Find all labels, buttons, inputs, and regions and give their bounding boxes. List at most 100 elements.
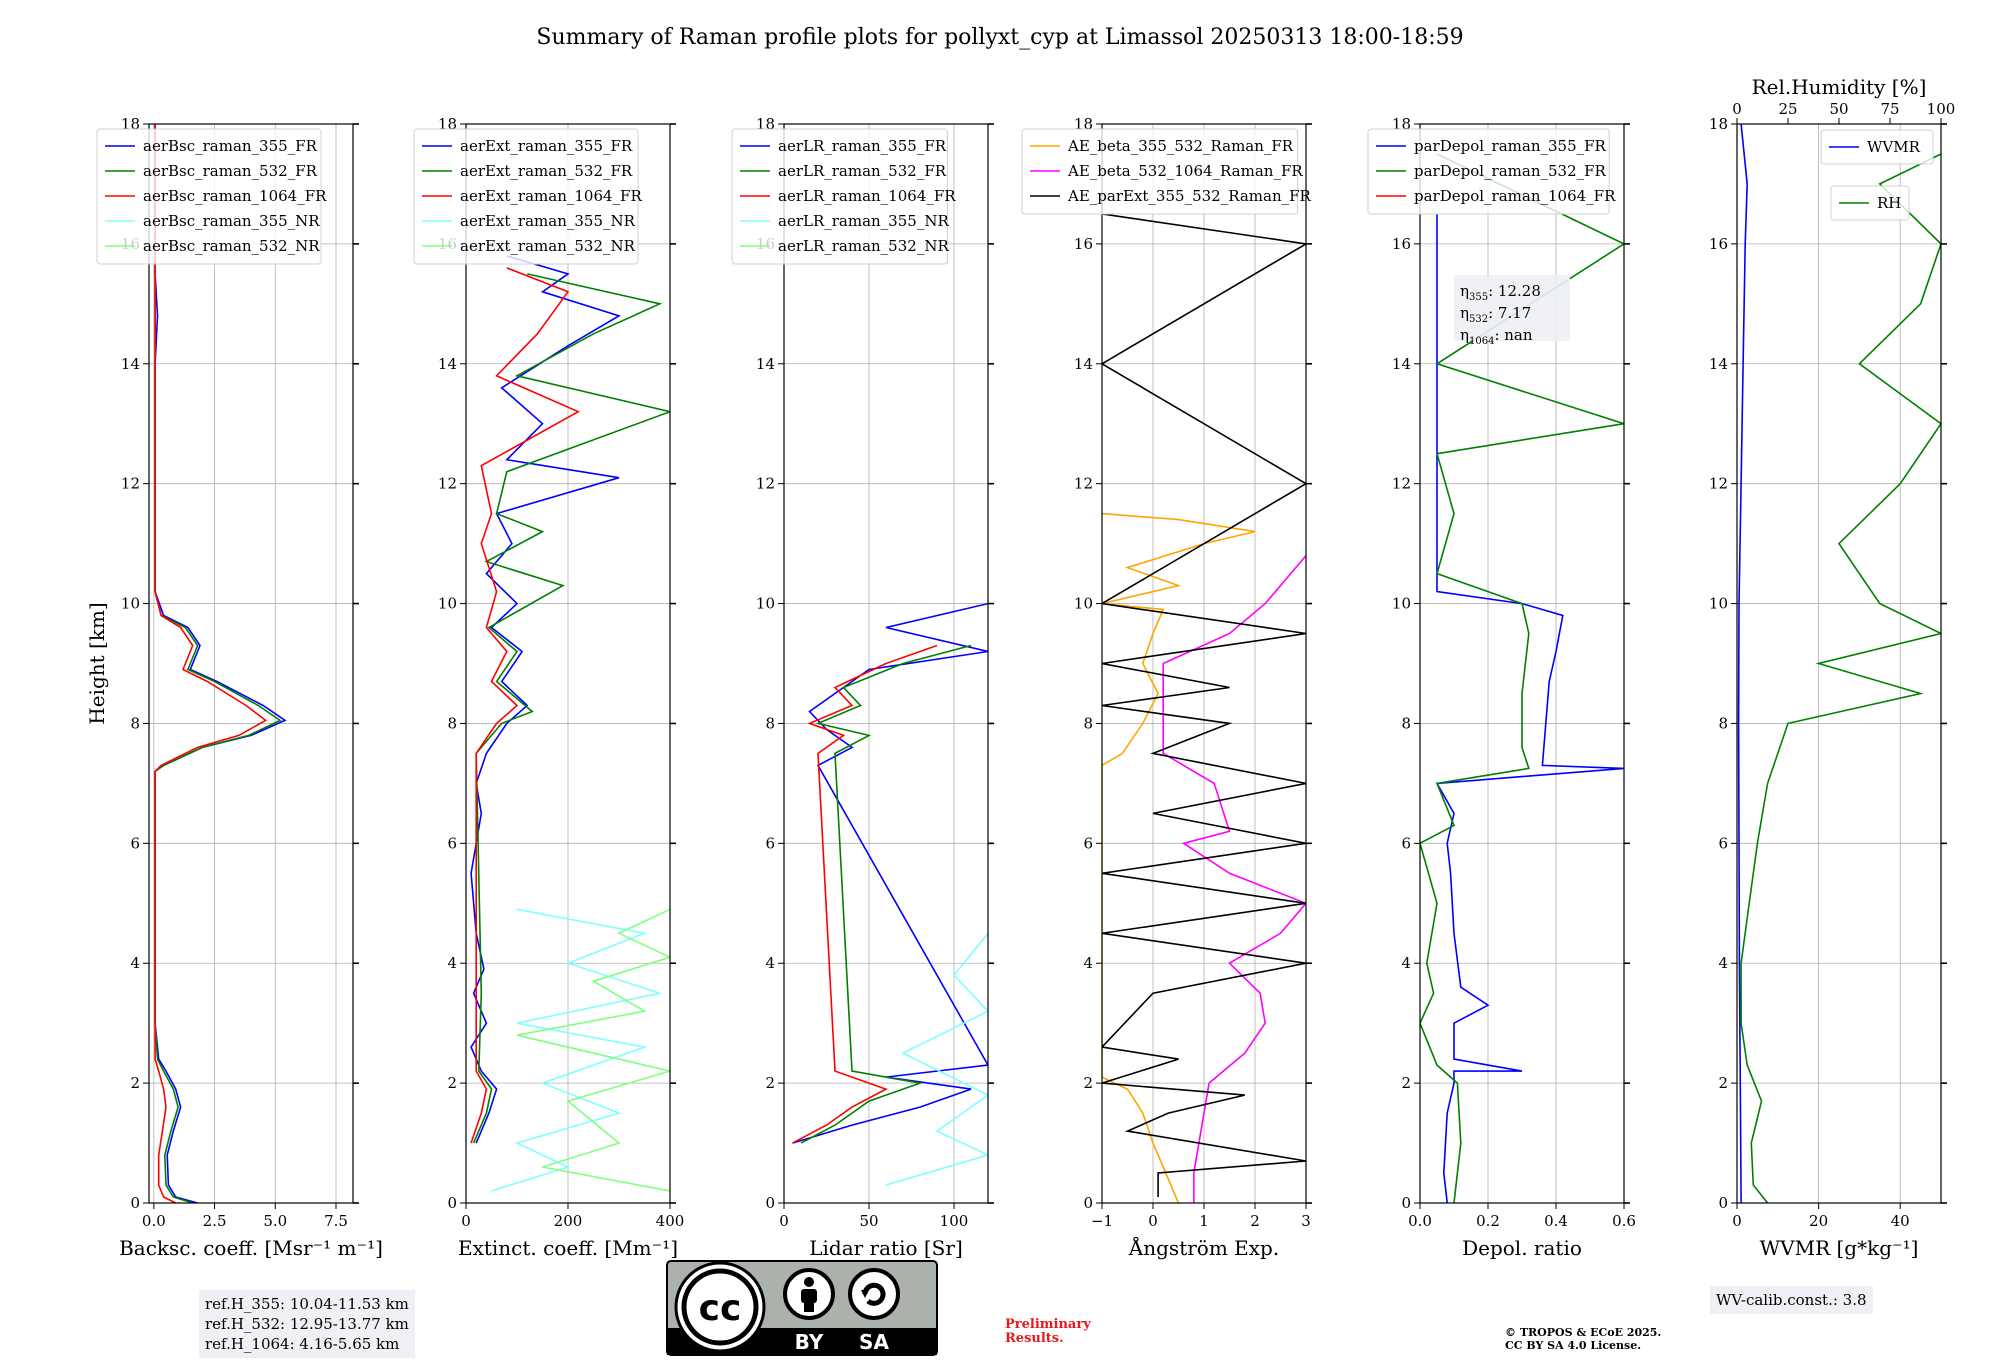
legend-label: parDepol_raman_532_FR — [1414, 162, 1607, 180]
legend-label: aerBsc_raman_355_NR — [143, 212, 320, 230]
x-tick-label: 0.6 — [1612, 1212, 1636, 1230]
y-tick-label: 6 — [765, 834, 775, 852]
y-tick-label: 6 — [1083, 834, 1093, 852]
series-line-WVMR — [1737, 124, 1749, 1203]
panel-frame — [148, 123, 354, 1204]
legend-box — [1021, 128, 1299, 215]
x-tick-label: 0 — [1732, 1212, 1742, 1230]
y-tick-label: 6 — [1718, 834, 1728, 852]
copyright-note: © TROPOS & ECoE 2025. CC BY SA 4.0 Licen… — [1505, 1326, 1661, 1352]
y-tick-label: 16 — [1392, 235, 1411, 253]
eta-box — [1454, 275, 1570, 341]
wv-calib-box: WV-calib.const.: 3.8 — [1710, 1286, 1873, 1314]
x-tick-label: 2.5 — [203, 1212, 227, 1230]
legend-label: parDepol_raman_355_FR — [1414, 137, 1607, 155]
series-group — [470, 255, 670, 1192]
cc-by-sa-badge: cc BY SA — [666, 1260, 938, 1356]
legend-label: aerLR_raman_1064_FR — [778, 187, 956, 205]
legend-box — [1830, 185, 1910, 221]
x-tick-label: −1 — [1091, 1212, 1113, 1230]
y-tick-label: 0 — [1718, 1194, 1728, 1212]
x-tick-label: 0.4 — [1544, 1212, 1568, 1230]
x2-tick-label: 25 — [1778, 100, 1797, 118]
series-line-aerExt_raman_355_FR — [470, 255, 621, 1144]
legend-box — [1820, 129, 1934, 165]
series-group — [1737, 124, 1941, 1203]
x-tick-label: 0.2 — [1476, 1212, 1500, 1230]
series-line-aerBsc_raman_355_FR — [154, 124, 287, 1203]
y-tick-label: 16 — [1074, 235, 1093, 253]
y-tick-label: 12 — [756, 475, 775, 493]
x-axis-label: Backsc. coeff. [Msr⁻¹ m⁻¹] — [119, 1236, 383, 1260]
x-tick-label: 0 — [461, 1212, 471, 1230]
y-tick-label: 16 — [1709, 235, 1728, 253]
legend-box — [96, 128, 322, 265]
x-tick-label: 20 — [1809, 1212, 1828, 1230]
sa-share-alike-icon — [848, 1268, 900, 1320]
legend-label: aerExt_raman_532_FR — [460, 162, 633, 180]
wv-calib-text: WV-calib.const.: 3.8 — [1716, 1291, 1867, 1309]
series-line-aerBsc_raman_1064_FR — [154, 124, 268, 1203]
legend-label: parDepol_raman_1064_FR — [1414, 187, 1616, 205]
y-tick-label: 4 — [447, 954, 457, 972]
series-line-AE_beta_532_1064_Raman_FR — [1162, 555, 1306, 1203]
series-line-aerLR_raman_1064_FR — [792, 644, 938, 1144]
legend-label: AE_beta_355_532_Raman_FR — [1067, 137, 1294, 155]
x-tick-label: 0.0 — [1408, 1212, 1432, 1230]
y-tick-label: 0 — [130, 1194, 140, 1212]
x-tick-label: 2 — [1250, 1212, 1260, 1230]
series-group — [154, 124, 287, 1203]
preliminary-note: Preliminary Results. — [1005, 1318, 1091, 1346]
series-line-aerLR_raman_355_FR — [792, 602, 988, 1144]
x-tick-label: 7.5 — [324, 1212, 348, 1230]
legend-label: aerLR_raman_532_NR — [778, 237, 949, 255]
legend-label: RH — [1877, 194, 1901, 212]
y-tick-label: 4 — [1401, 954, 1411, 972]
y-tick-label: 12 — [1709, 475, 1728, 493]
ref-height-1064: ref.H_1064: 4.16-5.65 km — [205, 1335, 400, 1353]
x2-axis-label: Rel.Humidity [%] — [1752, 75, 1927, 99]
x2-tick-label: 100 — [1927, 100, 1956, 118]
legend-label: aerExt_raman_532_NR — [460, 237, 636, 255]
legend-label: aerBsc_raman_532_NR — [143, 237, 320, 255]
y-tick-label: 10 — [756, 595, 775, 613]
y-tick-label: 6 — [130, 834, 140, 852]
x-axis-label: Lidar ratio [Sr] — [809, 1236, 963, 1260]
legend: parDepol_raman_355_FR parDepol_raman_532_… — [1367, 128, 1616, 215]
y-tick-label: 2 — [1718, 1074, 1728, 1092]
series-group — [1102, 213, 1306, 1203]
x-tick-label: 0 — [1148, 1212, 1158, 1230]
y-tick-label: 2 — [1401, 1074, 1411, 1092]
legend-label: aerExt_raman_355_FR — [460, 137, 633, 155]
y-tick-label: 12 — [121, 475, 140, 493]
series-line-aerExt_raman_532_FR — [472, 273, 670, 1144]
series-line-aerExt_raman_1064_FR — [470, 267, 580, 1144]
y-tick-label: 10 — [1709, 595, 1728, 613]
legend: AE_beta_355_532_Raman_FR AE_beta_532_1064… — [1021, 128, 1312, 215]
y-tick-label: 4 — [130, 954, 140, 972]
x-axis-label: Extinct. coeff. [Mm⁻¹] — [458, 1236, 678, 1260]
legend-label: aerBsc_raman_355_FR — [143, 137, 318, 155]
y-tick-label: 18 — [1709, 115, 1728, 133]
y-tick-label: 8 — [1083, 714, 1093, 732]
y-tick-label: 8 — [447, 714, 457, 732]
legend-label: aerLR_raman_532_FR — [778, 162, 947, 180]
y-tick-label: 14 — [1074, 355, 1093, 373]
x-tick-label: 400 — [656, 1212, 685, 1230]
legend-label: AE_parExt_355_532_Raman_FR — [1067, 187, 1312, 205]
x-tick-label: 50 — [859, 1212, 878, 1230]
legend: aerBsc_raman_355_FR aerBsc_raman_532_FRae… — [96, 128, 327, 265]
legend-label: WVMR — [1867, 138, 1921, 156]
x-axis-label: Ångström Exp. — [1128, 1235, 1279, 1260]
x-tick-label: 0 — [779, 1212, 789, 1230]
y-tick-label: 2 — [1083, 1074, 1093, 1092]
series-line-aerExt_raman_532_NR — [516, 908, 670, 1192]
y-tick-label: 4 — [765, 954, 775, 972]
x-axis-label: Depol. ratio — [1462, 1236, 1582, 1260]
legend-label: aerExt_raman_1064_FR — [460, 187, 642, 205]
y-tick-label: 14 — [1392, 355, 1411, 373]
y-tick-label: 2 — [130, 1074, 140, 1092]
x-tick-label: 3 — [1301, 1212, 1311, 1230]
copyright-line-1: © TROPOS & ECoE 2025. — [1505, 1326, 1662, 1339]
